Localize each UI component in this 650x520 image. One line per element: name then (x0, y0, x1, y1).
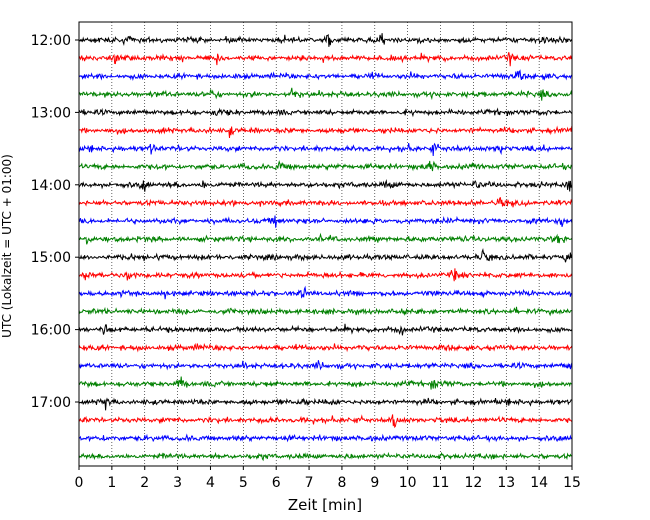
seismogram-trace (78, 451, 572, 462)
x-tick-label: 5 (239, 475, 248, 491)
seismogram-trace (78, 69, 573, 82)
seismogram-trace (78, 247, 573, 263)
seismogram-trace (78, 232, 573, 245)
x-tick-label: 8 (337, 475, 346, 491)
plot-background (79, 22, 572, 466)
y-tick-label: 17:00 (31, 395, 71, 411)
seismogram-trace (78, 323, 573, 336)
seismogram-trace (78, 159, 573, 172)
y-tick-label: 13:00 (31, 105, 71, 121)
seismogram-trace (78, 107, 573, 118)
y-tick-label: 15:00 (31, 250, 71, 266)
x-tick-label: 0 (75, 475, 84, 491)
seismogram-trace (78, 360, 573, 371)
x-tick-label: 9 (370, 475, 379, 491)
seismogram-trace (78, 52, 573, 67)
x-axis-label: Zeit [min] (288, 496, 362, 514)
x-tick-label: 10 (399, 475, 417, 491)
x-tick-label: 3 (173, 475, 182, 491)
plot-frame (78, 21, 573, 467)
seismogram-trace (78, 342, 573, 353)
x-tick-label: 6 (272, 475, 281, 491)
seismogram-trace (78, 33, 573, 47)
seismogram-trace (78, 414, 573, 429)
grid-lines (111, 22, 540, 466)
x-tick-label: 11 (432, 475, 450, 491)
seismogram-trace (78, 87, 573, 101)
x-tick-label: 15 (563, 475, 581, 491)
seismogram-trace (78, 306, 573, 317)
y-tick-label: 12:00 (31, 33, 71, 49)
seismogram-traces (78, 33, 573, 462)
y-tick-label: 16:00 (31, 323, 71, 339)
seismogram-trace (78, 215, 573, 228)
y-tick-label: 14:00 (31, 178, 71, 194)
x-tick-label: 7 (305, 475, 314, 491)
x-tick-label: 1 (107, 475, 116, 491)
seismogram-trace (78, 125, 573, 138)
seismogram-trace (78, 397, 572, 411)
x-tick-label: 4 (206, 475, 215, 491)
seismogram-trace (78, 376, 573, 390)
seismogram-trace (78, 179, 573, 192)
x-axis-ticks: 0 1 2 3 4 5 6 7 8 9 10 11 12 13 14 15 (75, 466, 581, 491)
seismogram-trace (78, 142, 573, 156)
seismogram-trace (78, 433, 573, 443)
x-tick-label: 13 (497, 475, 515, 491)
seismogram-trace (78, 285, 572, 300)
seismogram-trace (78, 268, 573, 282)
y-axis-ticks: 12:00 13:00 14:00 15:00 16:00 17:00 (31, 33, 79, 411)
x-tick-label: 2 (140, 475, 149, 491)
y-axis-label: UTC (Lokalzeit = UTC + 01:00) (0, 154, 14, 338)
x-tick-label: 12 (464, 475, 482, 491)
seismogram-trace (78, 196, 573, 208)
x-tick-label: 14 (530, 475, 548, 491)
